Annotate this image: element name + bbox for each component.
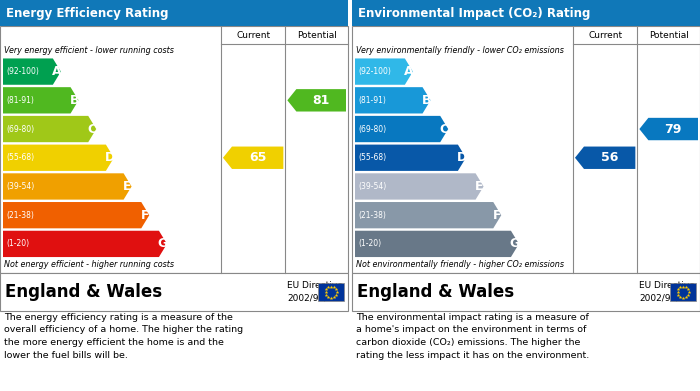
Polygon shape xyxy=(3,58,61,85)
Text: (39-54): (39-54) xyxy=(358,182,386,191)
Text: D: D xyxy=(456,151,467,164)
Polygon shape xyxy=(3,173,132,200)
Text: Not energy efficient - higher running costs: Not energy efficient - higher running co… xyxy=(4,260,174,269)
Text: G: G xyxy=(158,237,168,250)
Text: (21-38): (21-38) xyxy=(6,211,34,220)
Text: 65: 65 xyxy=(249,151,267,164)
Text: (55-68): (55-68) xyxy=(6,153,34,162)
Polygon shape xyxy=(3,231,167,257)
Text: B: B xyxy=(421,94,431,107)
Text: 56: 56 xyxy=(601,151,618,164)
Polygon shape xyxy=(355,87,430,113)
Text: Environmental Impact (CO₂) Rating: Environmental Impact (CO₂) Rating xyxy=(358,7,590,20)
Text: F: F xyxy=(493,209,501,222)
Text: Potential: Potential xyxy=(649,30,689,39)
Polygon shape xyxy=(223,147,284,169)
Text: Not environmentally friendly - higher CO₂ emissions: Not environmentally friendly - higher CO… xyxy=(356,260,564,269)
Bar xyxy=(352,273,700,311)
Polygon shape xyxy=(355,145,466,171)
Text: The environmental impact rating is a measure of
a home's impact on the environme: The environmental impact rating is a mea… xyxy=(356,313,589,359)
Text: (39-54): (39-54) xyxy=(6,182,34,191)
Bar xyxy=(352,26,700,273)
Bar xyxy=(0,273,348,311)
Bar xyxy=(670,283,696,301)
Bar xyxy=(318,283,344,301)
Text: Very environmentally friendly - lower CO₂ emissions: Very environmentally friendly - lower CO… xyxy=(356,46,564,55)
Text: (92-100): (92-100) xyxy=(358,67,391,76)
Text: (1-20): (1-20) xyxy=(6,239,29,248)
Text: (69-80): (69-80) xyxy=(358,125,386,134)
Text: A: A xyxy=(52,65,62,78)
Text: The energy efficiency rating is a measure of the
overall efficiency of a home. T: The energy efficiency rating is a measur… xyxy=(4,313,243,359)
Polygon shape xyxy=(3,202,149,228)
Text: Very energy efficient - lower running costs: Very energy efficient - lower running co… xyxy=(4,46,174,55)
Polygon shape xyxy=(355,231,519,257)
Text: 79: 79 xyxy=(664,122,682,136)
Bar xyxy=(0,0,348,26)
Text: England & Wales: England & Wales xyxy=(357,283,514,301)
Text: E: E xyxy=(475,180,484,193)
Polygon shape xyxy=(3,145,114,171)
Text: (81-91): (81-91) xyxy=(6,96,34,105)
Text: EU Directive
2002/91/EC: EU Directive 2002/91/EC xyxy=(288,281,343,303)
Text: Potential: Potential xyxy=(297,30,337,39)
Text: G: G xyxy=(510,237,519,250)
Polygon shape xyxy=(3,87,78,113)
Text: Current: Current xyxy=(236,30,270,39)
Text: 81: 81 xyxy=(312,94,330,107)
Text: (69-80): (69-80) xyxy=(6,125,34,134)
Polygon shape xyxy=(355,173,484,200)
Text: D: D xyxy=(104,151,115,164)
Text: Energy Efficiency Rating: Energy Efficiency Rating xyxy=(6,7,169,20)
Text: Current: Current xyxy=(588,30,622,39)
Text: England & Wales: England & Wales xyxy=(5,283,162,301)
Text: (55-68): (55-68) xyxy=(358,153,386,162)
Polygon shape xyxy=(3,116,96,142)
Text: (1-20): (1-20) xyxy=(358,239,381,248)
Text: C: C xyxy=(440,122,449,136)
Text: EU Directive
2002/91/EC: EU Directive 2002/91/EC xyxy=(639,281,695,303)
Text: (21-38): (21-38) xyxy=(358,211,386,220)
Text: (92-100): (92-100) xyxy=(6,67,39,76)
Bar xyxy=(352,0,700,26)
Polygon shape xyxy=(355,202,501,228)
Polygon shape xyxy=(639,118,698,140)
Polygon shape xyxy=(355,58,413,85)
Polygon shape xyxy=(355,116,448,142)
Polygon shape xyxy=(575,147,636,169)
Text: B: B xyxy=(69,94,79,107)
Text: F: F xyxy=(141,209,149,222)
Bar xyxy=(0,26,348,273)
Polygon shape xyxy=(288,89,346,111)
Text: (81-91): (81-91) xyxy=(358,96,386,105)
Text: A: A xyxy=(404,65,413,78)
Text: C: C xyxy=(88,122,97,136)
Text: E: E xyxy=(123,180,132,193)
